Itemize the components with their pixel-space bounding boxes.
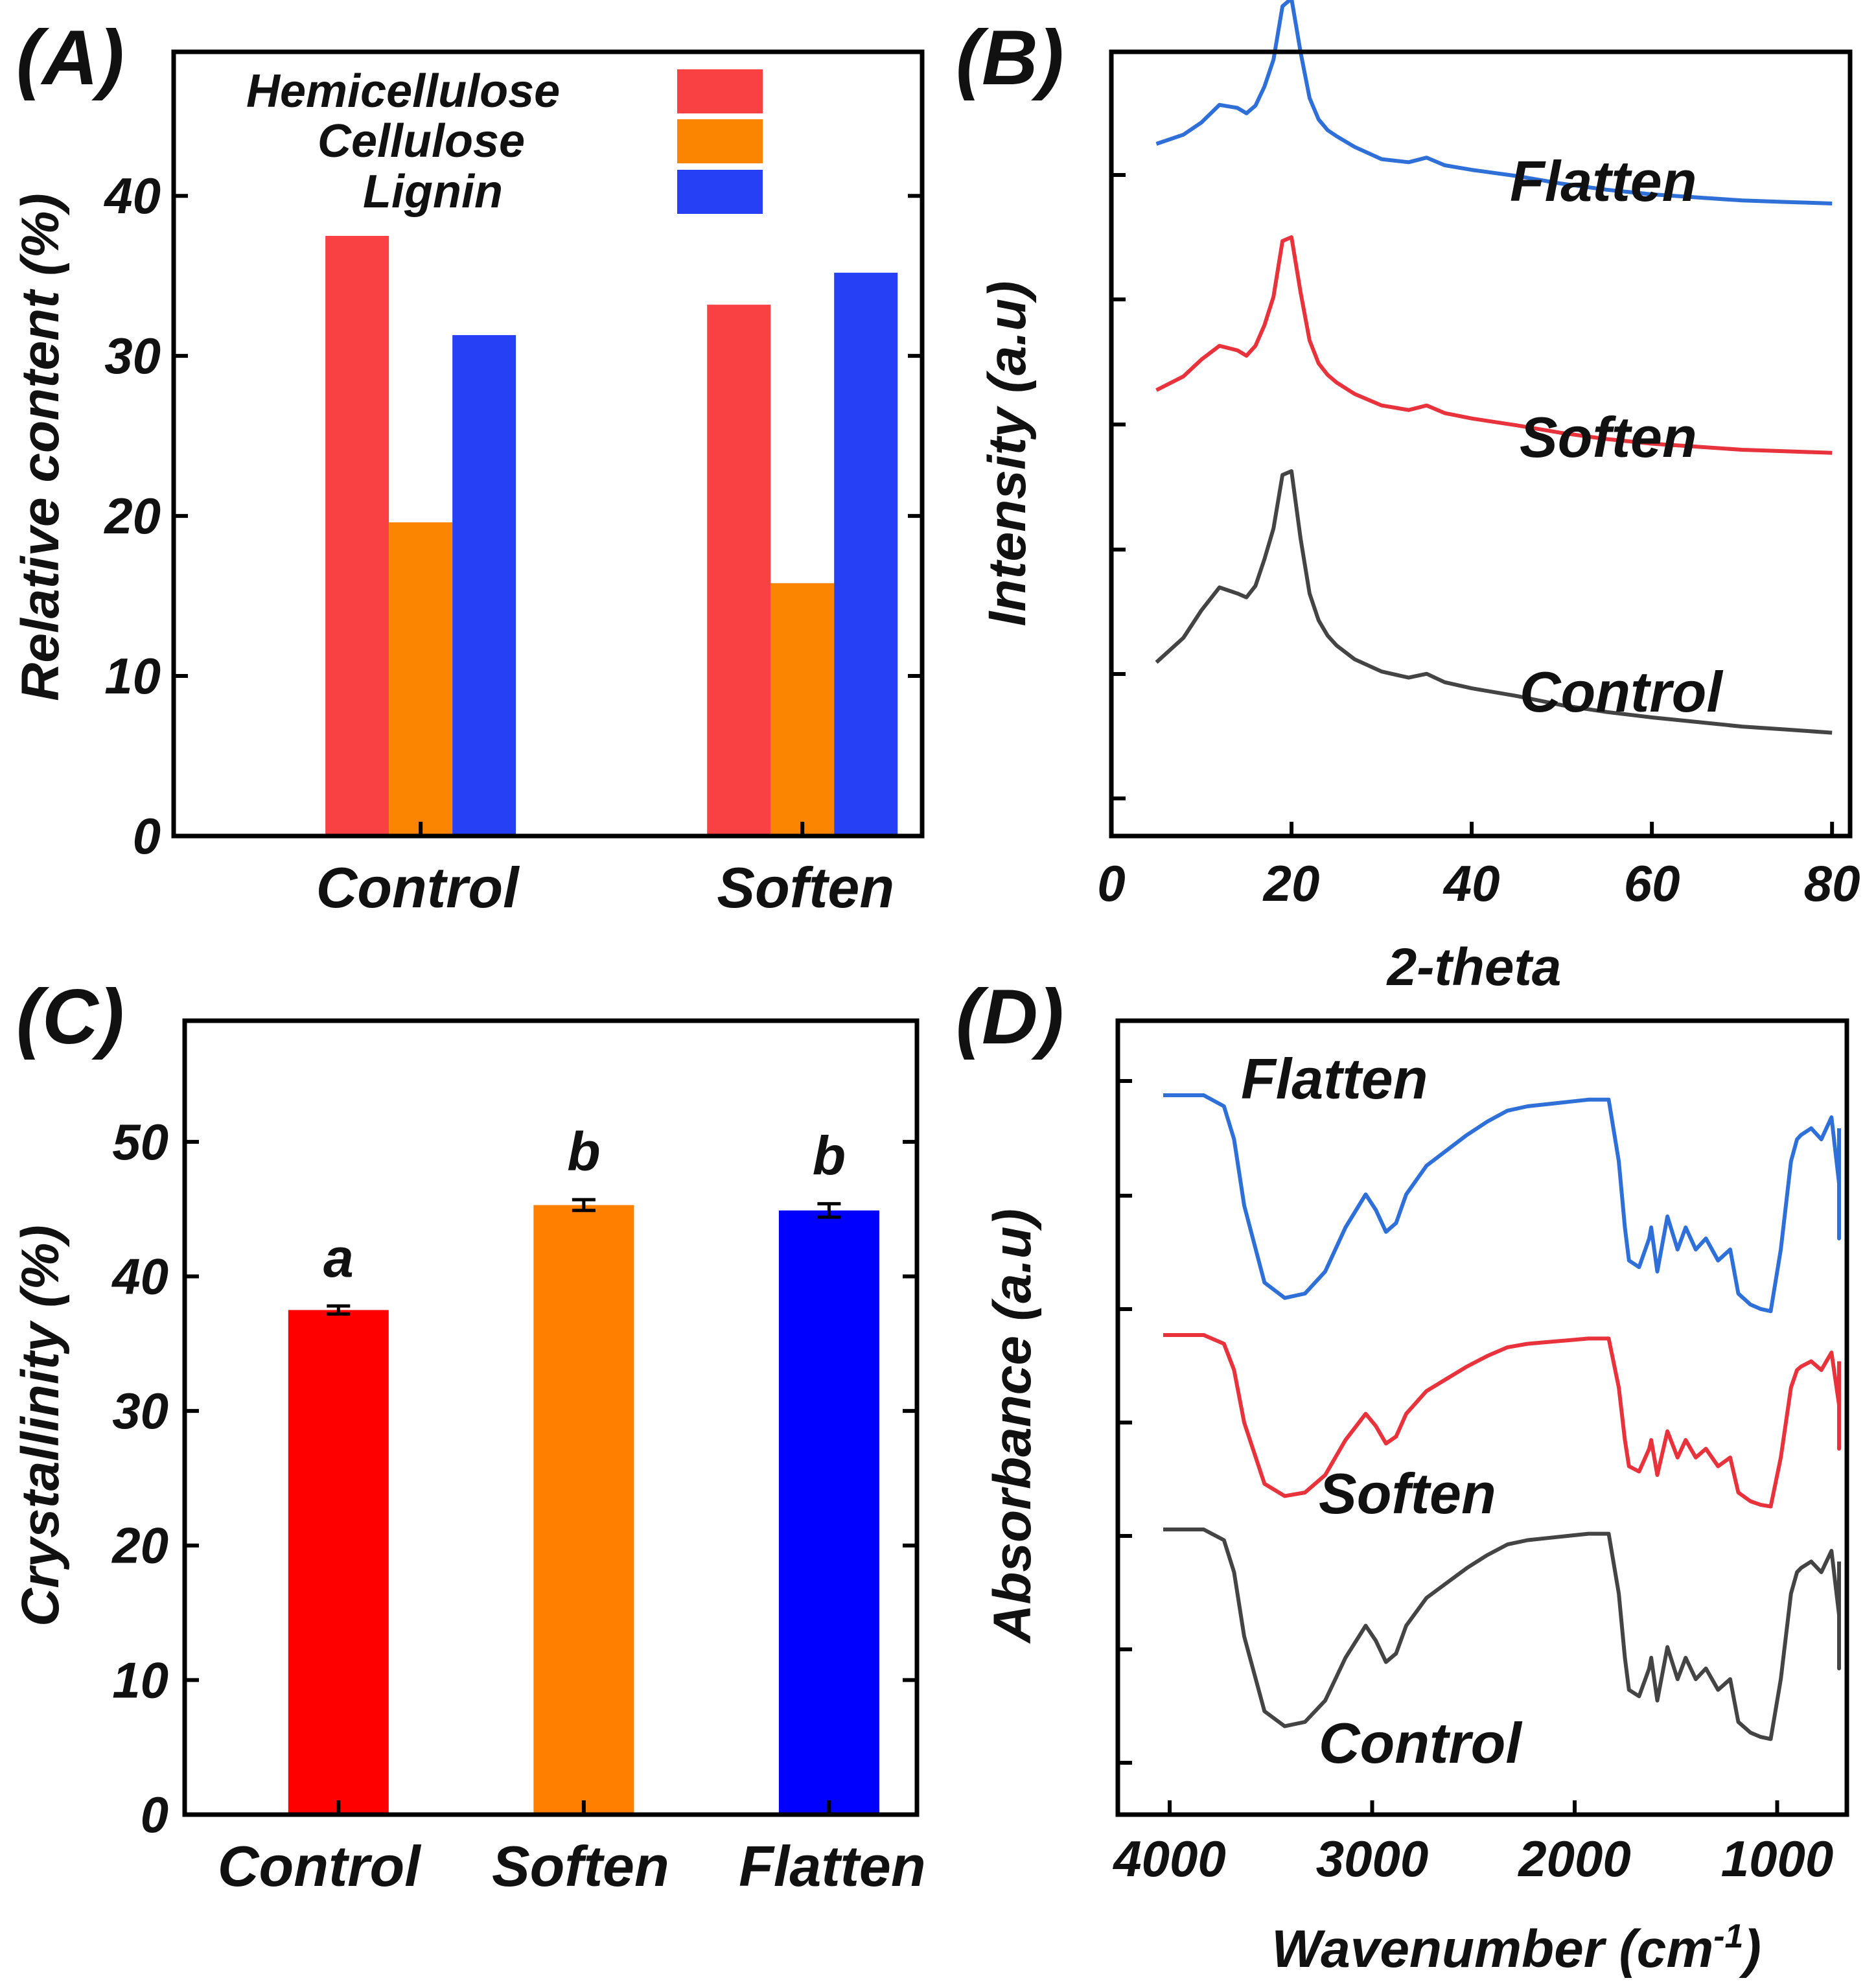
panel-a-label: (A) [16,14,124,101]
panel-a-y-axis-title: Relative content (%) [11,193,70,701]
panel-d-label: (D) [956,973,1064,1060]
y-tick-label: 20 [103,487,161,544]
bar-lignin-soften [834,272,898,836]
x-tick-label: 3000 [1316,1830,1429,1887]
panel-c: (C) Crystallinity (%) a b b 0 10 20 30 40 50 Co… [11,973,926,1898]
y-tick-label: 30 [104,327,161,384]
ftir-line-control [1163,1528,1841,1741]
significance-letter: a [323,1227,354,1288]
panel-b-x-ticks: 0 20 40 60 80 [1097,822,1860,912]
x-tick-label: 40 [1442,855,1500,912]
xrd-line-flatten [1155,0,1833,205]
category-label: Control [316,855,520,920]
panel-d-x-axis-title: Wavenumber (cm-1) [1271,1918,1761,1979]
legend-label: Cellulose [318,115,525,167]
x-tick-label: 1000 [1721,1830,1834,1887]
bar-control [288,1310,389,1815]
legend-swatch-cellulose [677,119,763,163]
panel-b-label: (B) [956,14,1064,101]
bar-cellulose-control [389,522,453,836]
panel-b-trace-labels: Flatten Soften Control [1510,149,1723,724]
significance-letter: b [567,1121,600,1182]
panel-c-label: (C) [16,973,124,1060]
xrd-line-soften [1155,235,1833,455]
y-tick-label: 40 [103,167,161,224]
category-label: Control [218,1834,421,1898]
bar-lignin-control [452,335,516,836]
bar-hemicellulose-soften [707,305,771,836]
panel-b-x-axis-title: 2-theta [1386,938,1562,997]
x-tick-label: 80 [1804,855,1860,912]
x-tick-label: 4000 [1112,1830,1226,1887]
panel-c-bars: a b b [288,1121,879,1815]
panel-a-frame [171,49,925,839]
panel-d-trace-labels: Flatten Soften Control [1241,1047,1522,1775]
panel-d-x-axis-title-main: Wavenumber (cm [1271,1920,1713,1979]
ftir-line-soften [1163,1333,1841,1509]
bar-soften [533,1205,634,1815]
y-tick-label: 10 [104,647,161,704]
xrd-line-control [1155,469,1833,735]
trace-label-control: Control [1520,660,1723,724]
y-tick-label: 0 [141,1786,168,1843]
panel-d: (D) Absorbance (a.u) Wavenumber (cm-1) 4… [956,973,1849,1979]
bar-flatten [778,1210,879,1815]
panel-c-frame [182,1018,920,1817]
panel-d-frame [1115,1018,1849,1817]
panel-c-category-labels: Control Soften Flatten [218,1800,926,1898]
x-tick-label: 0 [1097,855,1125,912]
x-tick-label: 20 [1262,855,1320,912]
legend-swatch-lignin [677,170,763,214]
y-tick-label: 50 [112,1113,168,1170]
trace-label-flatten: Flatten [1241,1047,1428,1111]
ftir-line-flatten [1163,1093,1841,1314]
panel-d-lines [1163,1093,1841,1741]
trace-label-control: Control [1319,1711,1522,1775]
y-tick-label: 0 [133,808,161,865]
panel-a-category-labels: Control Soften [316,822,894,920]
y-tick-label: 20 [111,1517,168,1574]
panel-a: (A) Relative content (%) 0 10 20 30 40 Contr… [11,14,925,920]
panel-c-y-axis-title: Crystallinity (%) [11,1225,70,1627]
trace-label-soften: Soften [1520,405,1697,469]
x-tick-label: 60 [1624,855,1680,912]
legend-label: Lignin [363,166,503,218]
panel-b-y-ticks [1111,173,1126,800]
panel-d-y-axis-title: Absorbance (a.u) [983,1209,1042,1644]
category-label: Flatten [739,1834,925,1898]
trace-label-soften: Soften [1319,1461,1496,1526]
x-tick-label: 2000 [1517,1830,1631,1887]
bar-hemicellulose-control [325,235,389,836]
trace-label-flatten: Flatten [1510,149,1697,213]
significance-letter: b [813,1125,846,1186]
panel-b: (B) Intensity (a.u) 2-theta 0 20 40 60 80 Fl… [956,0,1860,997]
panel-d-x-axis-title-superscript: -1 [1713,1918,1743,1955]
category-label: Soften [717,855,894,920]
panel-d-x-ticks: 4000 3000 2000 1000 [1112,1800,1833,1887]
y-tick-label: 40 [111,1248,168,1305]
panel-a-y-ticks: 0 10 20 30 40 [103,167,922,865]
bar-cellulose-soften [770,583,835,836]
legend-swatch-hemicellulose [677,69,763,113]
y-tick-label: 30 [112,1382,168,1439]
category-label: Soften [492,1834,669,1898]
legend-label: Hemicellulose [246,65,560,117]
panel-b-lines [1155,0,1833,735]
panel-b-frame [1109,49,1853,839]
y-tick-label: 10 [112,1651,168,1708]
panel-a-bars [325,235,898,836]
panel-c-y-ticks: 0 10 20 30 40 50 [111,1113,917,1843]
panel-d-y-ticks [1118,1079,1132,1765]
panel-b-y-axis-title: Intensity (a.u) [978,281,1037,626]
